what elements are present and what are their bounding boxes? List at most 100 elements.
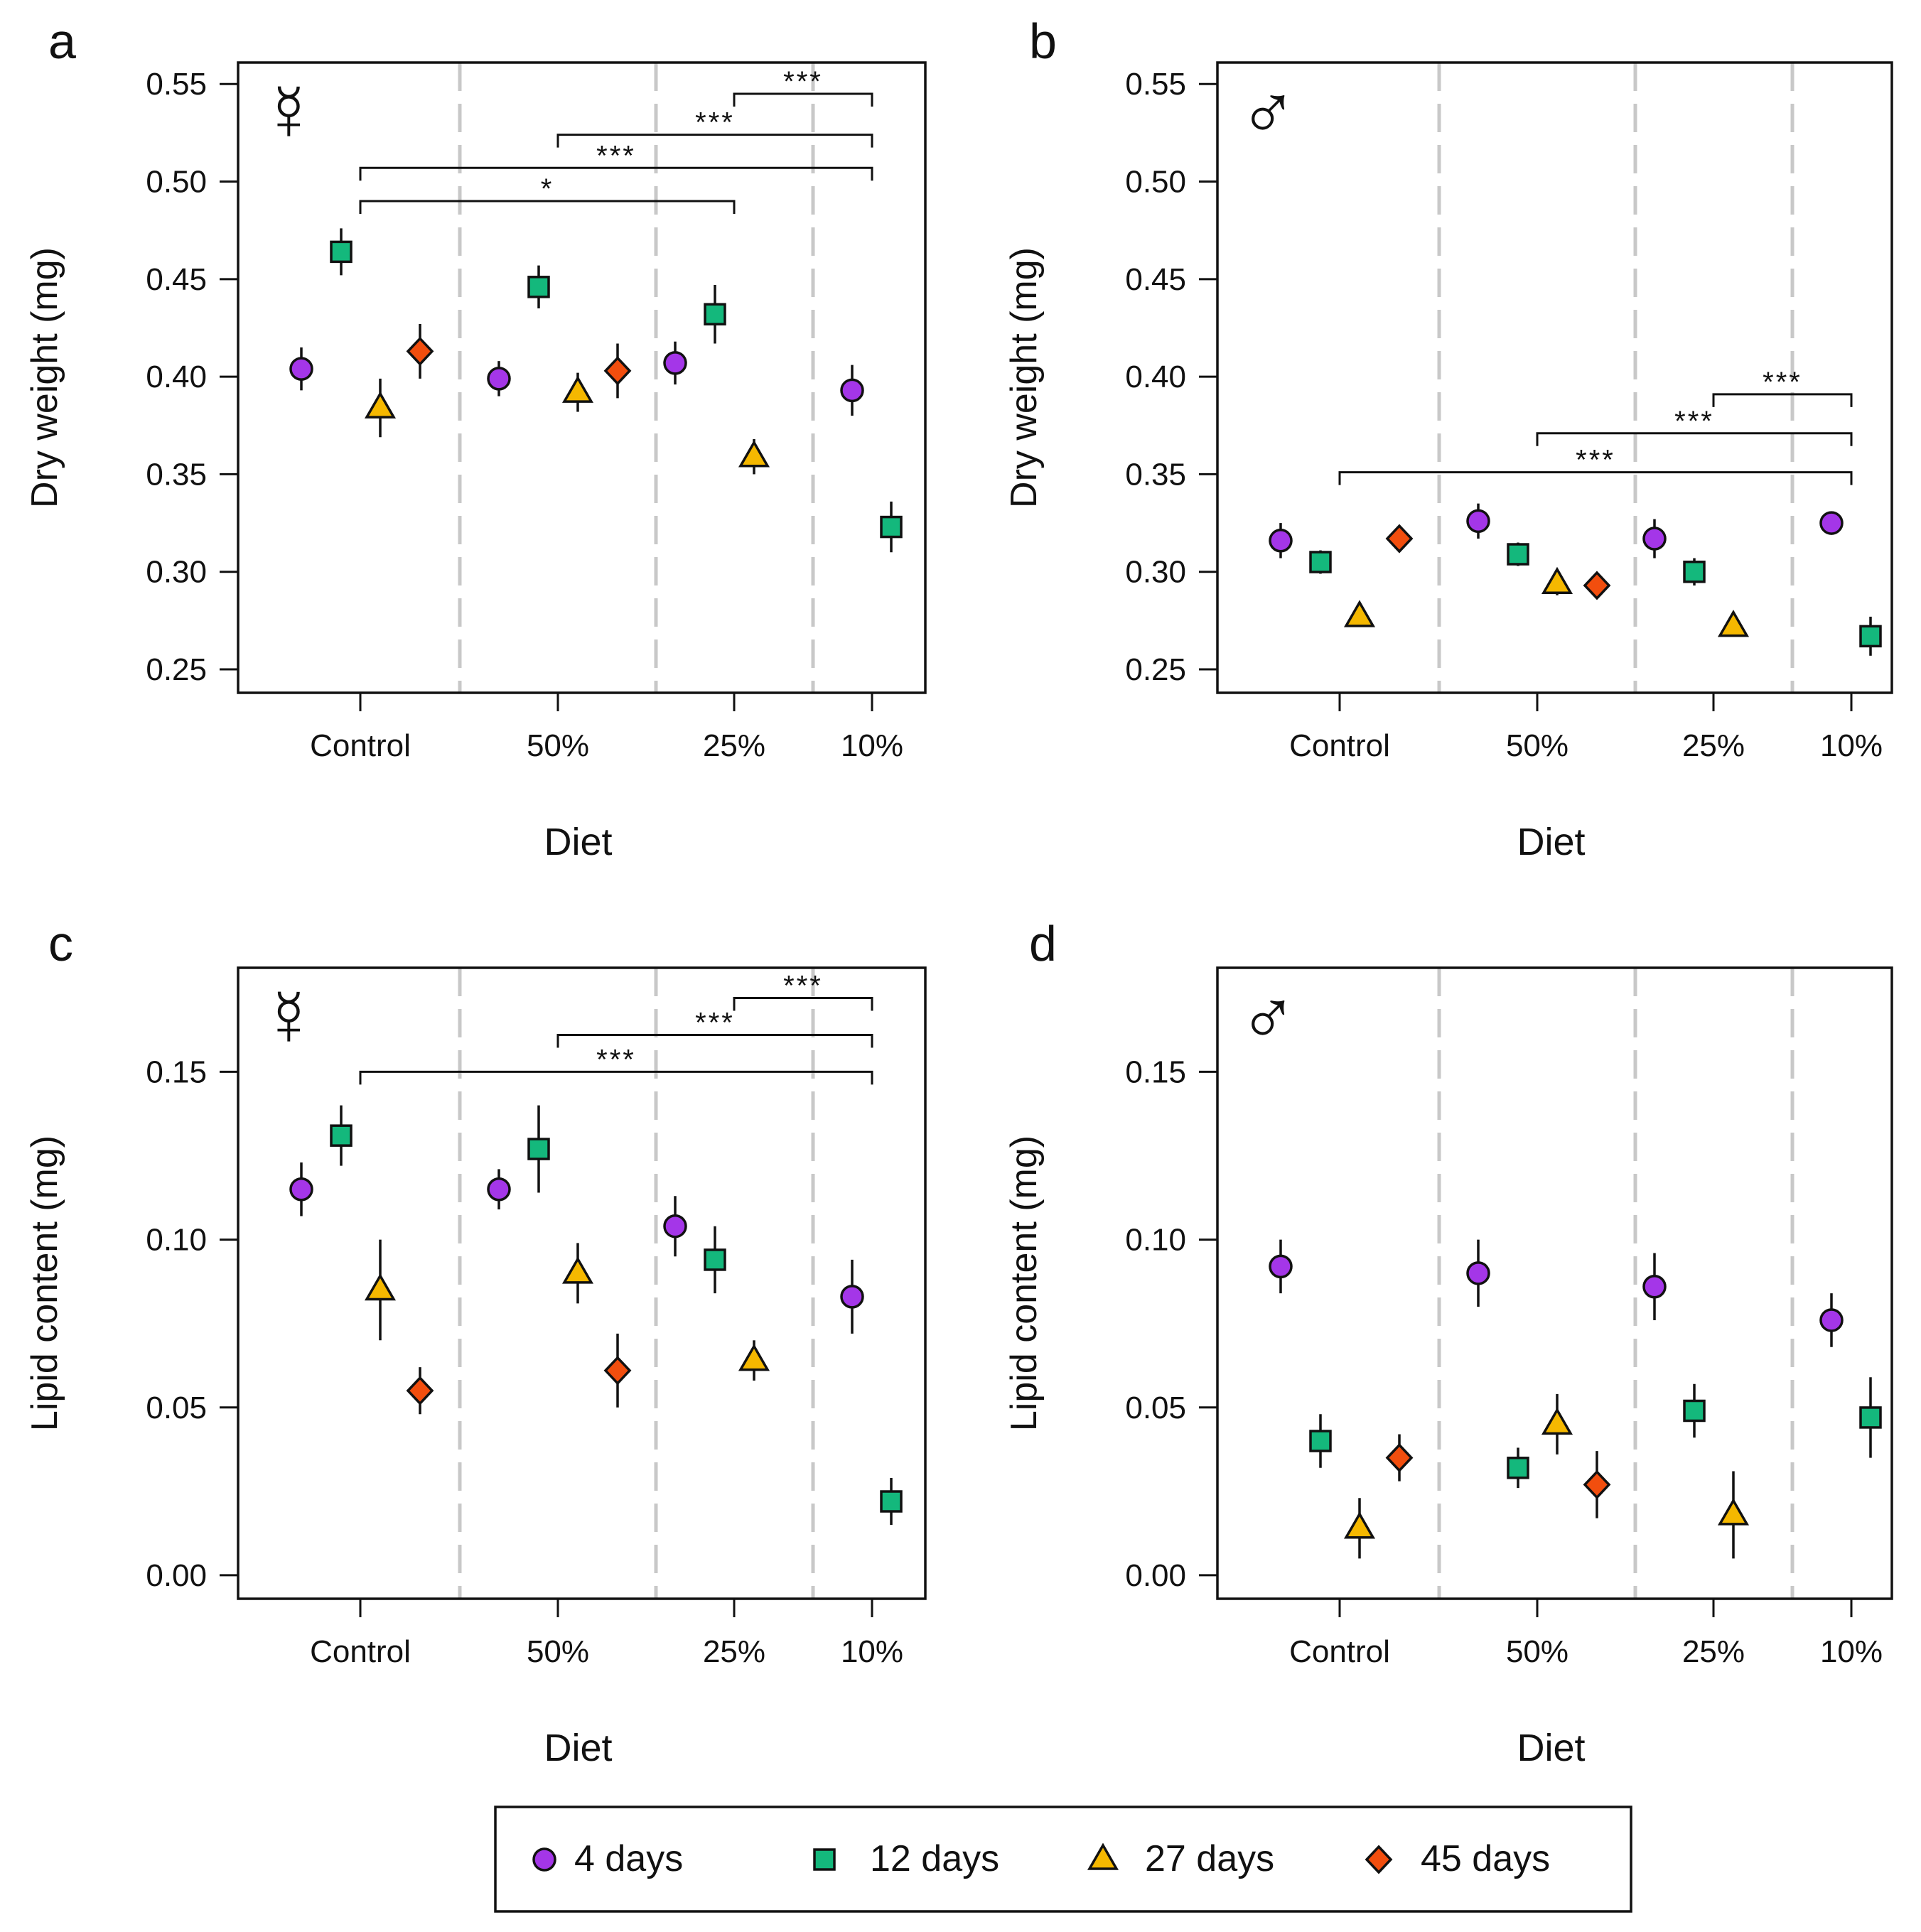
data-point — [330, 240, 353, 264]
y-tick-label: 0.45 — [146, 262, 207, 297]
panel-a: a 0.25 0.30 0.35 0.40 0.45 0.50 0.55 Dry weight … — [24, 14, 927, 863]
y-tick-label: 0.30 — [1125, 555, 1186, 590]
data-point — [738, 440, 770, 468]
x-tick-label: Control — [310, 728, 411, 763]
legend-box — [494, 1806, 1632, 1913]
y-tick-label: 0.55 — [1125, 67, 1186, 102]
data-point — [880, 515, 903, 539]
y-tick-label: 0.05 — [146, 1391, 207, 1425]
data-point — [1642, 527, 1667, 551]
sex-symbol-icon: ♂ — [1239, 69, 1298, 156]
y-tick-label: 0.30 — [146, 555, 207, 590]
data-point — [527, 1138, 550, 1160]
x-tick-label: Control — [1289, 1634, 1390, 1669]
data-point — [704, 303, 726, 326]
data-point — [738, 1344, 770, 1371]
data-point — [406, 1376, 434, 1405]
x-tick-label: 10% — [841, 728, 903, 763]
y-axis-label: Dry weight (mg) — [1003, 247, 1045, 508]
data-point — [487, 367, 511, 391]
y-tick-label: 0.05 — [1125, 1391, 1186, 1425]
data-point — [1466, 509, 1490, 534]
significance-bracket — [359, 166, 873, 181]
significance-stars: *** — [1763, 367, 1802, 398]
data-point — [663, 351, 687, 375]
data-point — [289, 357, 313, 381]
y-tick-label: 0.45 — [1125, 262, 1186, 297]
sex-symbol-icon: ☿ — [259, 69, 318, 156]
significance-bracket — [359, 1070, 873, 1085]
y-tick-label: 0.35 — [1125, 457, 1186, 492]
y-tick-label: 0.15 — [1125, 1054, 1186, 1089]
x-axis-label: Diet — [1517, 821, 1585, 863]
significance-bracket — [1536, 432, 1853, 446]
data-point — [880, 1490, 903, 1513]
plot-frame — [237, 966, 927, 1600]
legend-label: 4 days — [574, 1838, 683, 1879]
significance-stars: *** — [596, 1044, 636, 1075]
data-point — [1269, 529, 1293, 553]
y-tick-label: 0.40 — [146, 360, 207, 394]
y-tick-label: 0.40 — [1125, 360, 1186, 394]
y-tick-label: 0.25 — [1125, 652, 1186, 687]
panel-d: d 0.00 0.05 0.10 0.15 Lipid content (mg) Contr… — [1003, 916, 1893, 1769]
data-point — [1385, 524, 1414, 554]
data-point — [1683, 1399, 1706, 1423]
data-point — [1269, 1254, 1293, 1279]
significance-bracket — [556, 1033, 873, 1048]
x-tick-label: 10% — [841, 1634, 903, 1669]
significance-bracket — [1338, 471, 1853, 485]
data-point — [561, 1256, 594, 1284]
data-point — [487, 1177, 511, 1202]
data-point — [1541, 566, 1573, 594]
data-point — [527, 276, 550, 298]
significance-bracket — [556, 134, 873, 148]
data-point — [1343, 600, 1376, 627]
panel-label: a — [48, 14, 76, 69]
data-point — [364, 391, 397, 419]
data-point — [289, 1177, 313, 1202]
x-tick-label: 10% — [1820, 1634, 1883, 1669]
legend-circle-icon — [532, 1847, 556, 1872]
x-tick-label: 10% — [1820, 728, 1883, 763]
legend-label: 45 days — [1421, 1838, 1550, 1879]
panel-label: c — [48, 916, 73, 971]
data-point — [840, 1285, 864, 1309]
data-point — [561, 375, 594, 403]
sex-symbol-icon: ♂ — [1239, 974, 1298, 1062]
data-point — [663, 1214, 687, 1238]
x-axis-label: Diet — [544, 1727, 612, 1769]
plot-frame — [237, 61, 927, 694]
significance-stars: *** — [695, 107, 735, 139]
y-tick-label: 0.10 — [146, 1223, 207, 1258]
panel-label: d — [1029, 916, 1057, 971]
data-point — [1583, 571, 1611, 600]
y-tick-label: 0.50 — [146, 165, 207, 200]
data-point — [1385, 1443, 1414, 1473]
significance-stars: *** — [783, 971, 823, 1002]
x-tick-label: Control — [1289, 728, 1390, 763]
y-tick-label: 0.35 — [146, 457, 207, 492]
data-point — [1507, 1457, 1529, 1479]
data-point — [1309, 551, 1332, 573]
x-tick-label: Control — [310, 1634, 411, 1669]
y-axis-label: Lipid content (mg) — [1003, 1135, 1045, 1431]
data-point — [1309, 1430, 1332, 1452]
sex-symbol-icon: ☿ — [259, 974, 318, 1062]
data-point — [1683, 560, 1706, 583]
y-tick-label: 0.00 — [1125, 1558, 1186, 1593]
panel-c: c 0.00 0.05 0.10 0.15 Lipid content (mg) Contr… — [24, 916, 927, 1769]
data-point — [1717, 1498, 1750, 1526]
significance-bracket — [359, 200, 736, 214]
y-tick-label: 0.15 — [146, 1054, 207, 1089]
data-point — [1466, 1261, 1490, 1285]
x-tick-label: 50% — [1506, 728, 1568, 763]
x-tick-label: 50% — [1506, 1634, 1568, 1669]
y-tick-label: 0.50 — [1125, 165, 1186, 200]
data-point — [840, 378, 864, 403]
significance-bracket — [733, 997, 873, 1011]
x-tick-label: 25% — [1682, 1634, 1745, 1669]
legend-label: 12 days — [870, 1838, 999, 1879]
legend-square-icon — [813, 1848, 836, 1871]
